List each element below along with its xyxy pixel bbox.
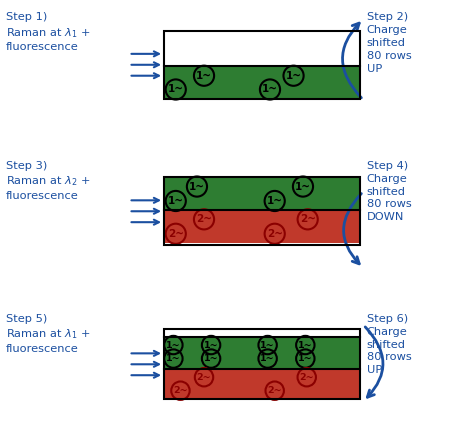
Text: 1~: 1~ (204, 354, 219, 363)
Text: 1~: 1~ (260, 341, 275, 349)
Bar (164, 329, 359, 399)
Bar (164, 31, 359, 99)
Text: 1~: 1~ (196, 71, 212, 81)
Bar (164, 329, 359, 399)
Bar (164, 337, 359, 369)
Text: 1~: 1~ (168, 84, 184, 95)
Text: 1~: 1~ (295, 182, 311, 191)
Text: 2~: 2~ (267, 386, 282, 395)
Text: 2~: 2~ (168, 229, 184, 239)
Text: Step 5)
Raman at $\lambda_1$ +
fluorescence: Step 5) Raman at $\lambda_1$ + fluoresce… (6, 314, 91, 354)
Text: Step 2)
Charge
shifted
80 rows
UP: Step 2) Charge shifted 80 rows UP (366, 12, 411, 73)
Text: Step 1)
Raman at $\lambda_1$ +
fluorescence: Step 1) Raman at $\lambda_1$ + fluoresce… (6, 12, 91, 52)
Text: 2~: 2~ (197, 373, 211, 382)
Text: 1~: 1~ (298, 341, 313, 349)
Text: 1~: 1~ (166, 341, 181, 349)
Text: 1~: 1~ (168, 196, 184, 206)
Bar (164, 66, 359, 99)
Text: 1~: 1~ (204, 341, 219, 349)
Text: 2~: 2~ (300, 373, 314, 382)
Bar (164, 177, 359, 245)
Text: 1~: 1~ (189, 182, 205, 191)
Text: 2~: 2~ (196, 214, 212, 224)
Text: 1~: 1~ (166, 354, 181, 363)
Text: Step 6)
Charge
shifted
80 rows
UP: Step 6) Charge shifted 80 rows UP (366, 314, 411, 375)
Bar (164, 210, 359, 243)
Text: Step 3)
Raman at $\lambda_2$ +
fluorescence: Step 3) Raman at $\lambda_2$ + fluoresce… (6, 161, 91, 201)
Text: 1~: 1~ (267, 196, 283, 206)
Text: 1~: 1~ (285, 71, 301, 81)
Text: 1~: 1~ (298, 354, 313, 363)
Text: 1~: 1~ (260, 354, 275, 363)
Bar (164, 369, 359, 399)
Bar (164, 177, 359, 245)
Bar (164, 31, 359, 99)
Text: Step 4)
Charge
shifted
80 rows
DOWN: Step 4) Charge shifted 80 rows DOWN (366, 161, 411, 222)
Text: 2~: 2~ (173, 386, 188, 395)
Text: 2~: 2~ (267, 229, 283, 239)
Text: 1~: 1~ (262, 84, 278, 95)
Bar (164, 177, 359, 210)
Text: 2~: 2~ (300, 214, 316, 224)
